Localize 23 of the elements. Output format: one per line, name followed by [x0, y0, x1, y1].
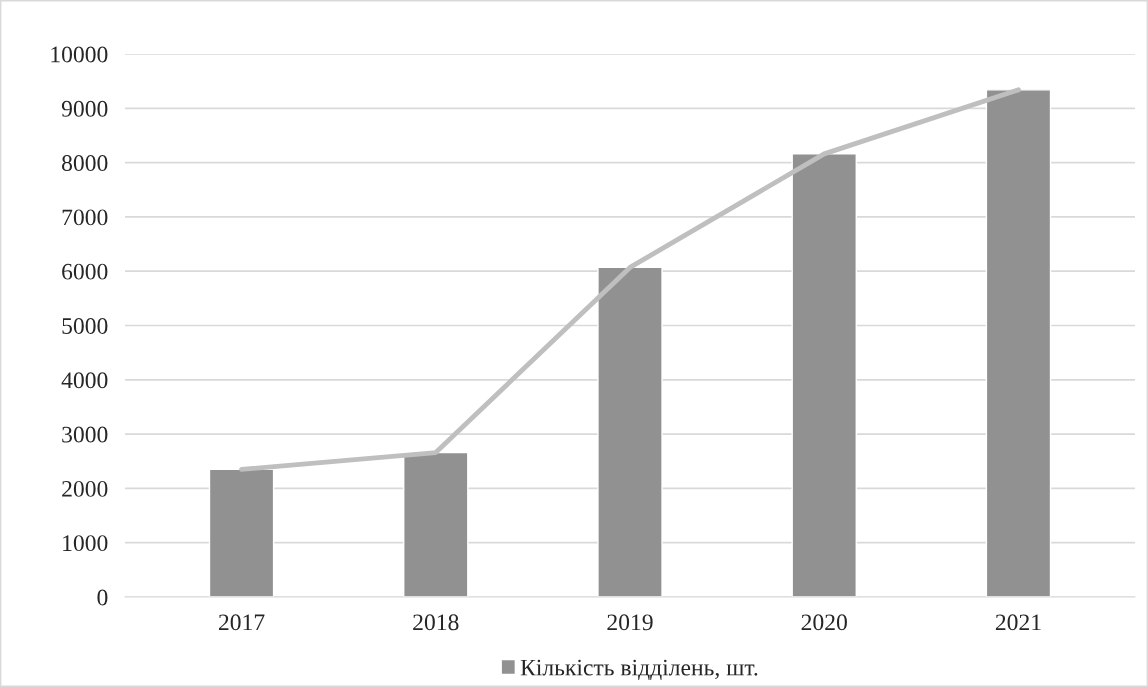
x-tick-label: 2021 — [995, 614, 1041, 631]
bar — [791, 153, 857, 597]
x-tick-label: 2019 — [607, 614, 653, 631]
y-tick-label: 0 — [97, 589, 108, 606]
bar — [597, 266, 663, 597]
bar — [403, 451, 469, 597]
y-tick-label: 5000 — [62, 317, 108, 334]
line-series — [239, 87, 1021, 472]
y-tick-label: 9000 — [61, 100, 108, 117]
y-tick-label: 4000 — [61, 372, 108, 389]
bar — [985, 89, 1052, 597]
bar — [208, 468, 275, 597]
y-tick-label: 10000 — [51, 46, 108, 63]
y-tick-label: 8000 — [62, 155, 108, 172]
y-tick-label: 1000 — [63, 535, 108, 552]
y-tick-label: 2000 — [62, 480, 108, 497]
x-tick-label: 2018 — [413, 614, 459, 631]
y-tick-label: 3000 — [62, 426, 108, 443]
x-tick-label: 2017 — [218, 614, 265, 631]
y-tick-label: 7000 — [62, 209, 108, 226]
y-tick-label: 6000 — [62, 263, 108, 280]
legend-label: Кількість відділень, шт. — [520, 659, 758, 680]
x-tick-label: 2020 — [801, 614, 847, 631]
